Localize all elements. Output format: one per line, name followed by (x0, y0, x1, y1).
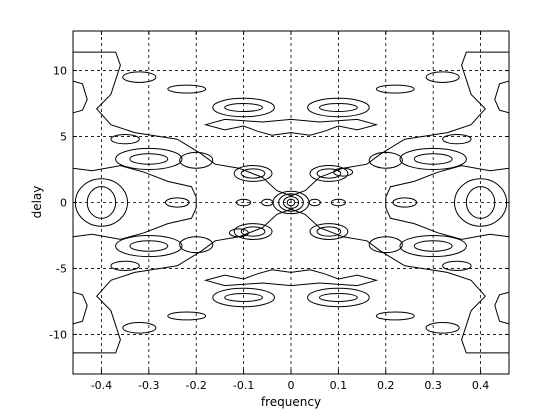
contour-path (72, 291, 88, 325)
contour-ring (425, 71, 460, 83)
contour-path (72, 80, 88, 114)
contour-ring (129, 240, 169, 252)
contour-path (203, 269, 379, 287)
contour-ring (308, 198, 321, 207)
contour-ring (413, 153, 453, 165)
contour-ring (307, 97, 370, 118)
contour-ring (122, 71, 157, 83)
x-tick-label: 0.3 (424, 379, 442, 392)
contour-path (73, 51, 509, 197)
contour-ring (399, 147, 467, 171)
contour-ring (392, 197, 418, 208)
x-tick-label: 0.4 (472, 379, 490, 392)
x-tick-label: -0.4 (91, 379, 112, 392)
contour-ring (110, 134, 140, 145)
contour-ring (86, 186, 117, 219)
contour-ring (179, 151, 214, 169)
contour-path (72, 165, 197, 240)
x-tick-label: 0.1 (330, 379, 348, 392)
contour-ring (316, 168, 342, 179)
contour-ring (425, 322, 460, 334)
grid (73, 31, 509, 374)
contour-ring (236, 198, 252, 207)
contour-ring (368, 151, 403, 169)
y-tick-label: 10 (53, 65, 67, 78)
contour-ring (309, 223, 349, 240)
contour-ring (110, 260, 140, 271)
contour-lines (72, 51, 510, 354)
contour-ring (318, 293, 358, 302)
contour-ring (375, 311, 415, 321)
x-tick-label: 0.2 (377, 379, 395, 392)
x-tick-label: -0.1 (233, 379, 254, 392)
contour-ring (282, 196, 300, 209)
contour-ring (442, 260, 472, 271)
contour-path (385, 165, 510, 240)
contour-ring (309, 165, 349, 182)
contour-ring (224, 103, 264, 112)
contour-path (494, 291, 510, 325)
contour-ring (233, 165, 273, 182)
y-tick-label: -10 (49, 328, 67, 341)
contour-ring (115, 147, 183, 171)
contour-ring (167, 311, 207, 321)
contour-path (203, 118, 379, 136)
contour-ring (278, 193, 304, 212)
contour-ring (330, 198, 346, 207)
contour-ring (399, 234, 467, 258)
y-tick-label: 0 (60, 197, 67, 210)
x-tick-label: 0 (288, 379, 295, 392)
contour-ring (413, 240, 453, 252)
contour-ring (115, 234, 183, 258)
contour-ring (286, 198, 296, 207)
contour-ring (233, 223, 273, 240)
contour-ring (164, 197, 190, 208)
contour-ring (368, 236, 403, 254)
y-axis-label: delay (30, 186, 44, 219)
contour-ring (240, 168, 266, 179)
y-tick-label: -5 (56, 262, 67, 275)
contour-ring (224, 293, 264, 302)
contour-ring (442, 134, 472, 145)
contour-ring (129, 153, 169, 165)
contour-ring (316, 226, 342, 237)
contour-ring (261, 198, 274, 207)
x-axis-label: frequency (261, 395, 321, 409)
contour-ring (212, 97, 275, 118)
x-tick-label: -0.2 (185, 379, 206, 392)
y-tick-label: 5 (60, 131, 67, 144)
contour-ring (375, 84, 415, 94)
contour-path (73, 208, 509, 354)
contour-path (494, 80, 510, 114)
contour-ring (179, 236, 214, 254)
contour-ring (212, 287, 275, 308)
x-ticks: -0.4 -0.3 -0.2 -0.1 0 0.1 0.2 0.3 0.4 (91, 31, 490, 392)
y-ticks: -10 -5 0 5 10 (49, 65, 509, 341)
contour-ring (318, 103, 358, 112)
x-tick-label: -0.3 (138, 379, 159, 392)
contour-ring (167, 84, 207, 94)
contour-ring (465, 186, 496, 219)
contour-ring (240, 226, 266, 237)
contour-ring (307, 287, 370, 308)
contour-ring (122, 322, 157, 334)
